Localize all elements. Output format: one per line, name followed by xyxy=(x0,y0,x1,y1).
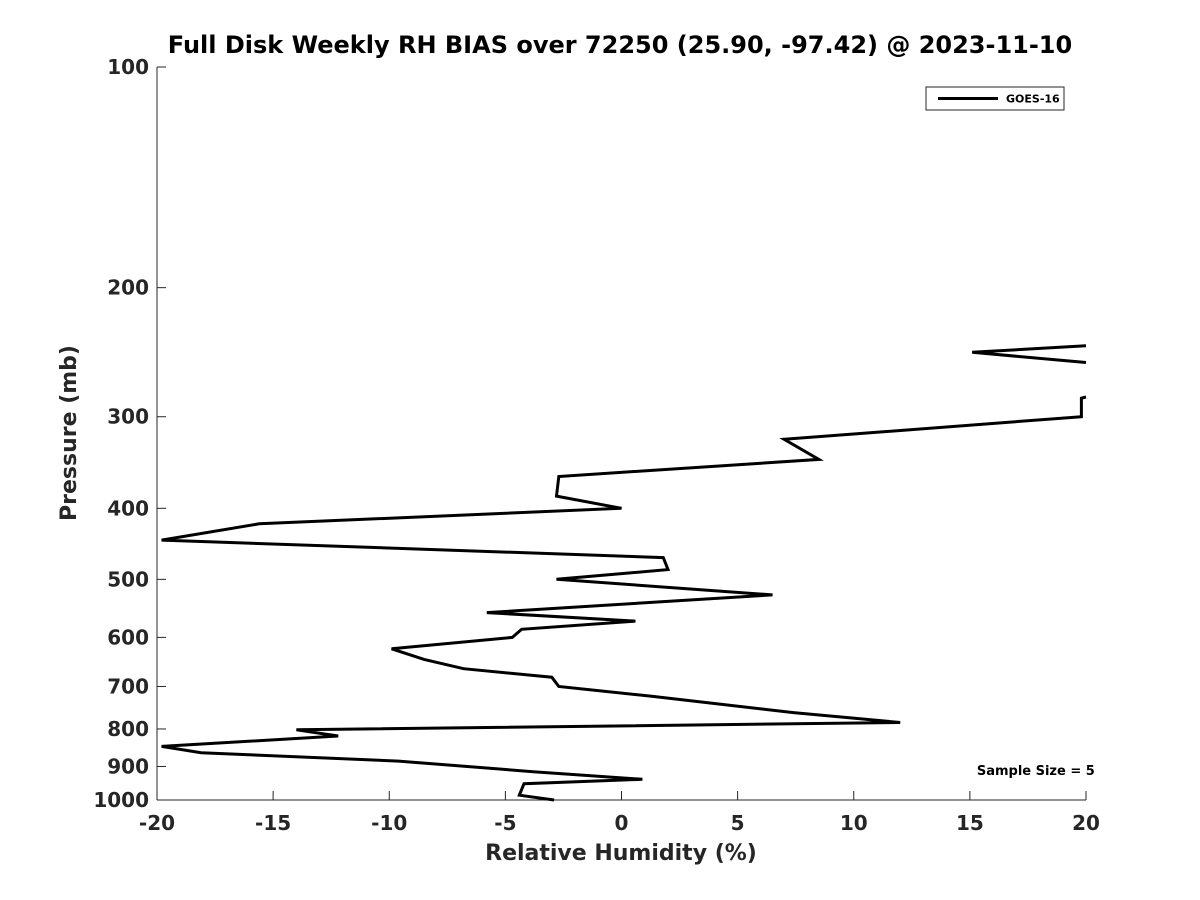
y-tick-label: 700 xyxy=(107,674,149,698)
y-axis-label: Pressure (mb) xyxy=(57,345,82,521)
x-tick-label: 0 xyxy=(615,811,629,835)
x-tick-label: -5 xyxy=(494,811,516,835)
y-tick-label: 800 xyxy=(107,717,149,741)
plot-area xyxy=(157,67,1086,800)
x-tick-label: 5 xyxy=(731,811,745,835)
y-tick-label: 100 xyxy=(107,55,149,79)
annotations: Sample Size = 5 xyxy=(977,764,1095,779)
x-axis-label: Relative Humidity (%) xyxy=(485,841,757,866)
series-line-goes16 xyxy=(972,344,1087,364)
y-tick-label: 500 xyxy=(107,567,149,591)
chart-title: Full Disk Weekly RH BIAS over 72250 (25.… xyxy=(168,31,1072,59)
x-tick-label: -10 xyxy=(371,811,407,835)
x-tick-label: 10 xyxy=(840,811,868,835)
y-tick-label: 300 xyxy=(107,405,149,429)
legend: GOES-16 xyxy=(925,86,1065,111)
series-line-goes16 xyxy=(161,395,1087,802)
y-tick-label: 900 xyxy=(107,754,149,778)
series-group xyxy=(161,344,1087,802)
sample-size-annotation: Sample Size = 5 xyxy=(977,764,1095,779)
y-tick-label: 200 xyxy=(107,276,149,300)
legend-label-goes16: GOES-16 xyxy=(1006,93,1060,106)
x-tick-label: 20 xyxy=(1072,811,1100,835)
x-tick-label: 15 xyxy=(956,811,984,835)
x-tick-label: -20 xyxy=(139,811,175,835)
axes: -20 -15 -10 -5 0 5 10 15 20 100 200 300 400 500 600 700… xyxy=(93,55,1100,835)
y-tick-label: 1000 xyxy=(93,788,149,812)
x-tick-label: -15 xyxy=(255,811,291,835)
y-tick-label: 400 xyxy=(107,496,149,520)
y-tick-label: 600 xyxy=(107,625,149,649)
